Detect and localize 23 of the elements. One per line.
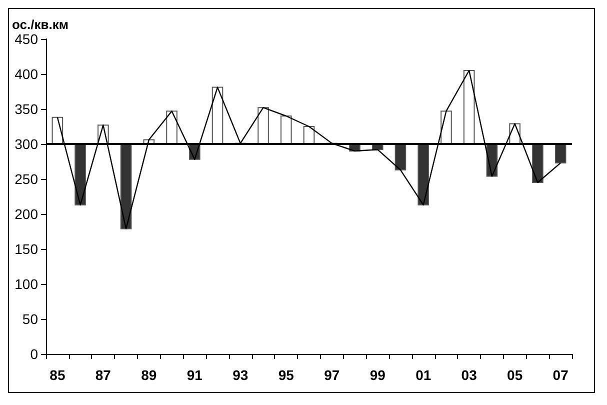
y-tick-label: 250 [14, 171, 38, 187]
x-tick-label: 97 [324, 367, 340, 383]
y-tick-label: 300 [14, 136, 38, 152]
y-tick-label: 50 [22, 311, 38, 327]
y-tick-label: 350 [14, 101, 38, 117]
y-tick-label: 450 [14, 31, 38, 47]
y-tick-label: 100 [14, 276, 38, 292]
x-tick-label: 89 [141, 367, 157, 383]
y-tick-label: 150 [14, 241, 38, 257]
x-tick-label: 05 [507, 367, 523, 383]
x-tick-label: 87 [95, 367, 112, 383]
y-axis-title: ос./кв.км [12, 17, 68, 32]
y-tick-label: 400 [14, 66, 38, 82]
x-tick-label: 07 [552, 367, 569, 383]
x-tick-label: 93 [232, 367, 248, 383]
x-tick-label: 91 [186, 367, 203, 383]
x-tick-label: 03 [461, 367, 478, 383]
x-tick-label: 99 [370, 367, 386, 383]
x-tick-label: 95 [278, 367, 294, 383]
x-tick-label: 85 [50, 367, 66, 383]
y-tick-label: 0 [30, 346, 38, 362]
x-tick-label: 01 [416, 367, 432, 383]
y-tick-label: 200 [14, 206, 38, 222]
